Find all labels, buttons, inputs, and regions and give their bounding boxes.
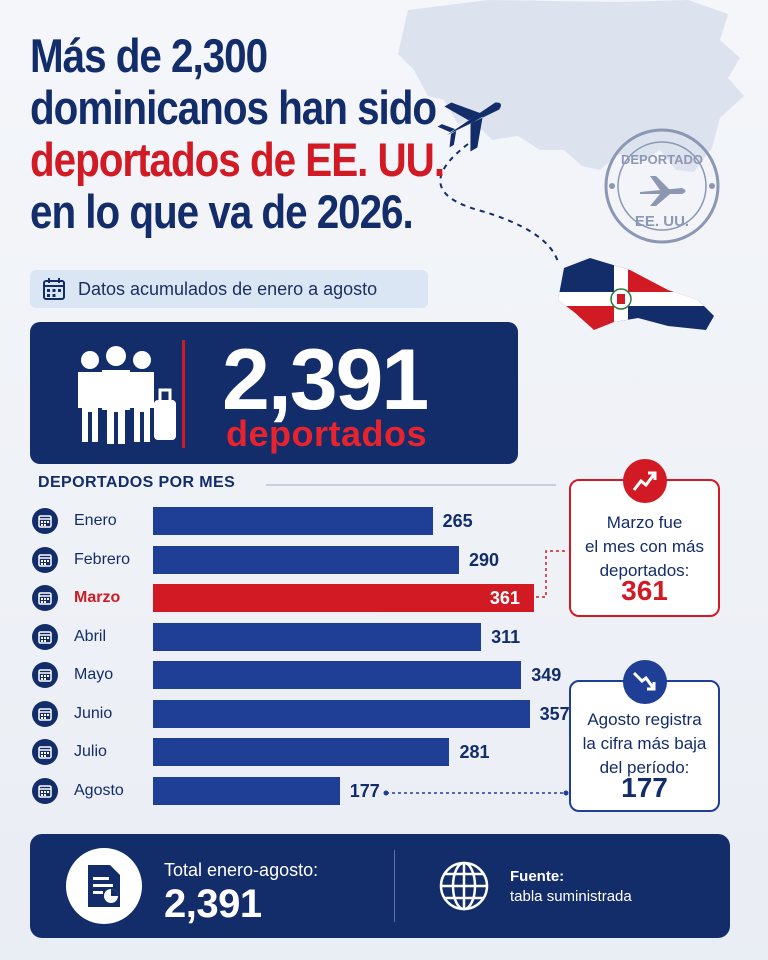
calendar-icon <box>43 278 65 300</box>
month-row-febrero: Febrero <box>32 545 130 575</box>
data-label-abril: 311 <box>491 626 521 647</box>
tick-label-mayo: Mayo <box>74 666 114 683</box>
footer-source-label: Fuente: <box>510 868 565 885</box>
min-callout-line-3: del período: <box>599 758 690 777</box>
min-callout-line-1: Agosto registra <box>587 710 702 729</box>
calendar-icon <box>32 508 58 534</box>
calendar-icon <box>32 700 58 727</box>
month-row-abril: Abril <box>32 622 106 652</box>
calendar-icon <box>32 662 58 688</box>
data-label-junio: 357 <box>539 703 570 724</box>
footer-total-value: 2,391 <box>164 882 262 926</box>
calendar-icon <box>32 546 58 573</box>
calendar-icon <box>32 739 58 765</box>
map-illustration: DEPORTADO EE. UU. <box>398 0 744 330</box>
document-icon-circle <box>66 848 142 924</box>
bar-agosto <box>153 776 340 805</box>
total-number: 2,391 <box>222 332 429 428</box>
month-row-junio: Junio <box>32 699 112 729</box>
bar-abril <box>153 622 482 651</box>
footer-total-label: Total enero-agosto: <box>164 860 319 880</box>
month-row-julio: Julio <box>32 737 107 767</box>
max-callout-line-2: el mes con más <box>584 537 705 556</box>
month-row-agosto: Agosto <box>32 776 124 806</box>
footer-source-value: tabla suministrada <box>510 888 632 905</box>
headline-line-4: en lo que va de 2026. <box>30 185 414 238</box>
airplane-icon <box>437 102 501 152</box>
tick-label-julio: Julio <box>74 743 107 760</box>
dominican-republic-map <box>558 258 714 330</box>
month-row-marzo: Marzo <box>32 583 120 613</box>
chart-title: DEPORTADOS POR MES <box>38 474 236 491</box>
bar-julio <box>153 738 450 766</box>
monthly-bar-chart: Enero 265 Febrero 290 Marzo 361 Abril 311 Mayo 34… <box>0 500 570 810</box>
globe-icon <box>439 861 489 911</box>
headline-line-2: dominicanos han sido <box>30 81 437 134</box>
max-callout-line-3: deportados: <box>599 561 690 580</box>
tick-label-abril: Abril <box>74 627 107 645</box>
document-chart-icon <box>88 865 120 907</box>
subtitle-badge: Datos acumulados de enero a agosto <box>30 270 428 308</box>
bar-junio <box>153 699 530 728</box>
data-label-mayo: 349 <box>531 665 562 685</box>
tick-label-febrero: Febrero <box>74 550 131 568</box>
max-month-callout: Marzo fue el mes con más deportados: 361 <box>569 459 720 617</box>
tick-label-marzo: Marzo <box>74 589 121 606</box>
calendar-icon <box>32 585 58 611</box>
bar-febrero <box>153 545 459 574</box>
subtitle-text: Datos acumulados de enero a agosto <box>78 278 378 299</box>
trend-up-icon <box>632 471 656 491</box>
calendar-icon <box>32 623 58 650</box>
max-callout-value: 361 <box>621 575 668 606</box>
tick-label-agosto: Agosto <box>74 781 124 799</box>
data-label-febrero: 290 <box>468 549 499 570</box>
stamp-text-bottom: EE. UU. <box>635 213 689 230</box>
month-row-enero: Enero <box>32 506 117 536</box>
month-row-mayo: Mayo <box>32 660 113 690</box>
bar-mayo <box>153 661 522 689</box>
min-month-callout: Agosto registra la cifra más baja del pe… <box>569 660 720 812</box>
trend-up-badge <box>622 459 667 503</box>
data-label-marzo: 361 <box>489 588 520 608</box>
min-callout-value: 177 <box>621 772 668 803</box>
footer-divider <box>394 850 395 922</box>
people-with-luggage-icon <box>78 346 176 444</box>
data-label-agosto: 177 <box>349 780 380 801</box>
max-callout-line-1: Marzo fue <box>606 513 683 532</box>
chart-title-rule <box>266 484 556 486</box>
stamp-text-top: DEPORTADO <box>621 152 703 167</box>
deportado-stamp: DEPORTADO EE. UU. <box>604 128 720 244</box>
total-summary-card: 2,391 deportados <box>30 322 518 464</box>
summary-divider <box>182 340 185 448</box>
headline-line-1: Más de 2,300 <box>30 29 268 82</box>
headline-line-3: deportados de EE. UU. <box>30 133 445 186</box>
headline: Más de 2,300 dominicanos han sido deport… <box>30 29 445 238</box>
trend-down-icon <box>632 671 655 691</box>
trend-down-badge <box>622 660 667 704</box>
calendar-icon <box>32 777 58 804</box>
total-label: deportados <box>226 413 428 454</box>
footer-banner: Total enero-agosto: 2,391 Fuente: tabla … <box>30 834 730 938</box>
data-label-enero: 265 <box>442 511 473 531</box>
bar-marzo <box>153 584 534 612</box>
min-callout-line-2: la cifra más baja <box>582 734 707 753</box>
bar-enero <box>153 507 433 535</box>
tick-label-enero: Enero <box>74 512 117 529</box>
tick-label-junio: Junio <box>74 704 113 722</box>
flight-path <box>439 143 559 263</box>
data-label-julio: 281 <box>459 742 490 762</box>
